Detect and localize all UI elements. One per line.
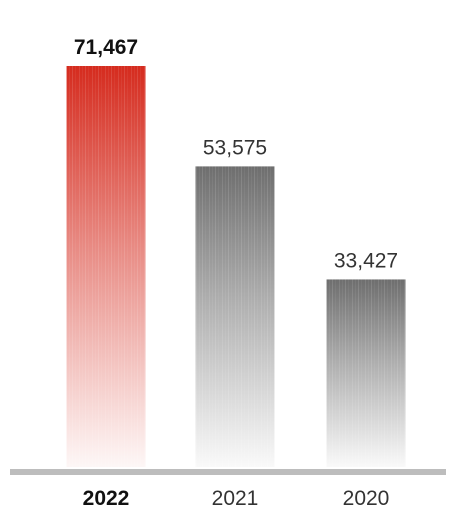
value-label-2022: 71,467 [74,36,138,59]
bars-layer [66,66,406,468]
bar-texture-2021 [195,166,275,468]
value-label-2020: 33,427 [334,249,398,272]
value-label-2021: 53,575 [203,136,267,159]
bar-texture-2020 [326,279,406,467]
x-tick-labels-layer: 2022 2021 2020 [83,487,390,510]
value-labels-layer: 71,467 53,575 33,427 [74,36,398,272]
bar-texture-2022 [66,66,146,467]
x-tick-label-2020: 2020 [343,487,390,510]
x-tick-label-2021: 2021 [212,487,259,510]
x-tick-label-2022: 2022 [83,487,130,510]
